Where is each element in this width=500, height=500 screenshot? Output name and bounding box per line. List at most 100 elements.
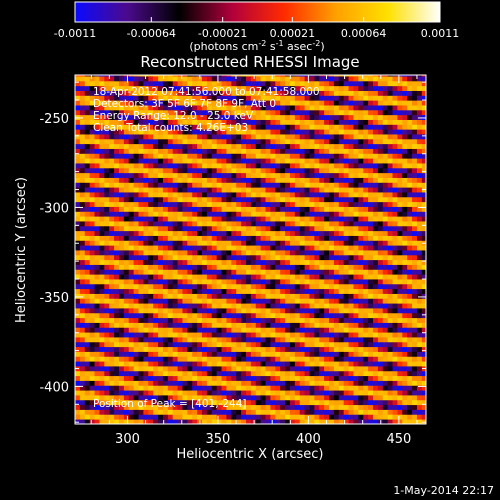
heatmap-cell <box>84 182 91 188</box>
heatmap-cell <box>211 240 218 246</box>
heatmap-cell <box>236 196 242 203</box>
heatmap-cell <box>289 269 296 275</box>
heatmap-cell <box>162 269 169 275</box>
heatmap-cell <box>387 221 393 227</box>
heatmap-cell <box>245 361 252 367</box>
heatmap-cell <box>226 245 232 251</box>
heatmap-cell <box>397 192 403 198</box>
heatmap-cell <box>138 404 144 410</box>
heatmap-cell <box>128 158 135 164</box>
heatmap-cell <box>89 143 95 149</box>
heatmap-cell <box>89 298 95 304</box>
heatmap-cell <box>197 259 203 265</box>
heatmap-cell <box>285 138 291 145</box>
heatmap-cell <box>216 414 222 420</box>
heatmap-cell <box>104 346 110 352</box>
heatmap-cell <box>280 172 286 178</box>
heatmap-cell <box>202 158 208 164</box>
heatmap-cell <box>221 269 227 275</box>
heatmap-cell <box>387 76 393 82</box>
heatmap-cell <box>392 332 398 338</box>
heatmap-cell <box>280 279 286 285</box>
heatmap-cell <box>377 327 384 333</box>
heatmap-cell <box>333 361 340 367</box>
heatmap-cell <box>250 274 257 280</box>
heatmap-cell <box>202 235 208 241</box>
heatmap-cell <box>104 216 110 222</box>
heatmap-cell <box>382 216 389 222</box>
heatmap-cell <box>363 148 369 154</box>
heatmap-cell <box>221 196 227 203</box>
heatmap-cell <box>314 370 320 377</box>
heatmap-cell <box>206 395 213 401</box>
heatmap-cell <box>402 279 408 285</box>
heatmap-cell <box>285 163 291 169</box>
heatmap-cell <box>182 221 188 227</box>
heatmap-cell <box>158 419 164 424</box>
heatmap-cell <box>260 283 266 290</box>
heatmap-cell <box>231 124 237 130</box>
heatmap-cell <box>241 95 247 101</box>
heatmap-cell <box>363 225 369 232</box>
heatmap-cell <box>382 206 389 212</box>
heatmap-cell <box>187 182 193 188</box>
heatmap-cell <box>333 134 340 140</box>
heatmap-cell <box>299 129 305 135</box>
heatmap-cell <box>109 177 115 183</box>
heatmap-cell <box>275 298 281 304</box>
heatmap-cell <box>133 337 139 343</box>
heatmap-cell <box>89 85 95 91</box>
heatmap-cell <box>123 177 130 183</box>
heatmap-cell <box>333 341 340 348</box>
heatmap-cell <box>187 380 193 386</box>
heatmap-cell <box>118 230 125 236</box>
heatmap-cell <box>343 172 349 178</box>
heatmap-cell <box>128 129 135 135</box>
heatmap-cell <box>128 279 135 285</box>
heatmap-cell <box>187 100 193 106</box>
heatmap-cell <box>114 148 120 154</box>
heatmap-cell <box>133 375 139 381</box>
heatmap-cell <box>353 192 359 198</box>
heatmap-cell <box>402 250 408 256</box>
heatmap-cell <box>368 274 374 280</box>
heatmap-cell <box>348 375 354 381</box>
heatmap-cell <box>372 298 379 304</box>
heatmap-cell <box>133 254 139 261</box>
heatmap-cell <box>202 225 208 232</box>
heatmap-cell <box>197 201 203 207</box>
heatmap-cell <box>192 75 198 77</box>
heatmap-cell <box>338 409 345 415</box>
heatmap-cell <box>280 230 286 236</box>
heatmap-cell <box>387 404 393 410</box>
heatmap-cell <box>206 341 213 348</box>
heatmap-cell <box>392 245 398 251</box>
heatmap-cell <box>255 143 262 149</box>
heatmap-cell <box>75 409 81 415</box>
heatmap-cell <box>133 414 139 420</box>
heatmap-cell <box>128 138 135 145</box>
heatmap-cell <box>275 163 281 169</box>
heatmap-cell <box>299 390 305 396</box>
heatmap-cell <box>285 317 291 323</box>
heatmap-cell <box>392 182 398 188</box>
heatmap-cell <box>162 80 169 87</box>
heatmap-cell <box>255 201 262 207</box>
heatmap-cell <box>245 380 252 386</box>
heatmap-cell <box>216 317 222 323</box>
heatmap-cell <box>353 211 359 217</box>
heatmap-cell <box>309 283 315 290</box>
heatmap-cell <box>177 235 183 241</box>
heatmap-cell <box>289 114 296 120</box>
heatmap-cell <box>187 322 193 328</box>
heatmap-cell <box>231 254 237 261</box>
heatmap-cell <box>299 322 305 328</box>
heatmap-cell <box>231 206 237 212</box>
heatmap-cell <box>265 105 271 111</box>
heatmap-cell <box>221 279 227 285</box>
heatmap-cell <box>329 346 335 352</box>
heatmap-cell <box>353 346 359 352</box>
heatmap-cell <box>138 264 144 270</box>
heatmap-cell <box>368 163 374 169</box>
heatmap-cell <box>138 95 144 101</box>
